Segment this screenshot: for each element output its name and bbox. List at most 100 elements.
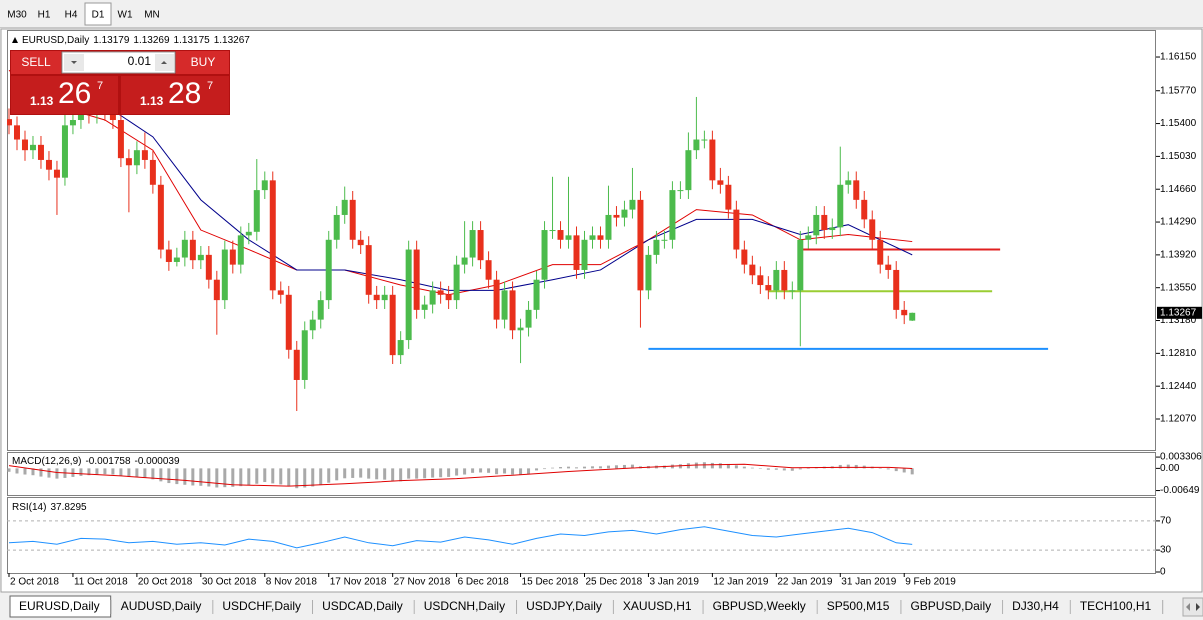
tab-label[interactable]: USDCNH,Daily (424, 599, 505, 613)
ask-point[interactable]: 7 (207, 80, 213, 92)
collapse-icon[interactable] (12, 37, 18, 43)
tab-scroll[interactable] (1182, 597, 1203, 617)
macd-bar (423, 468, 427, 479)
ask-pips[interactable]: 28 (168, 77, 201, 110)
y-tick-label: 1.12810 (1160, 348, 1197, 359)
macd-bar (151, 468, 155, 480)
timeframe-label[interactable]: D1 (92, 10, 105, 21)
scroll-left[interactable] (1186, 603, 1190, 611)
macd-bar (351, 468, 355, 478)
chart-window (0, 28, 1203, 593)
bid-pips[interactable]: 26 (58, 77, 91, 110)
tab-label[interactable]: SP500,M15 (827, 599, 890, 613)
current-price: 1.13267 (1160, 307, 1197, 318)
tab-label[interactable]: TECH100,H1 (1080, 599, 1152, 613)
ask-big[interactable]: 1.13 (140, 94, 164, 108)
symbol-tab[interactable] (213, 598, 313, 616)
macd-bar (519, 468, 523, 475)
symbol-tab[interactable] (414, 598, 517, 616)
macd-bar (806, 468, 810, 469)
timeframe-button[interactable] (58, 3, 84, 25)
bid-box[interactable] (11, 76, 118, 114)
scroll-right[interactable] (1196, 603, 1200, 611)
candle-body (533, 279, 540, 310)
lot-field[interactable] (61, 51, 176, 74)
symbol-tab[interactable] (703, 598, 817, 616)
macd-bar (559, 467, 563, 469)
x-tick-label: 11 Oct 2018 (74, 577, 128, 588)
macd-bar (207, 468, 211, 487)
macd-bar (143, 468, 147, 478)
timeframe-button[interactable] (139, 3, 165, 25)
timeframe-button[interactable] (31, 3, 57, 25)
tab-label[interactable]: EURUSD,Daily (19, 599, 100, 613)
sell-button[interactable] (11, 51, 61, 74)
tab-label[interactable]: GBPUSD,Weekly (713, 599, 806, 613)
symbol-tab[interactable] (111, 598, 213, 616)
macd-bar (535, 468, 539, 471)
indicator-value: 37.8295 (50, 502, 87, 513)
lot-value[interactable]: 0.01 (128, 54, 152, 68)
candle-body (813, 214, 820, 236)
main-panel (7, 30, 1156, 451)
timeframe-button[interactable] (84, 2, 112, 26)
macd-bar (455, 468, 459, 476)
indicator-name: RSI(14) (12, 502, 46, 513)
y-tick-label: 1.14660 (1160, 184, 1197, 195)
buy-button[interactable] (176, 51, 229, 74)
tab-label[interactable]: USDJPY,Daily (526, 599, 602, 613)
macd-bar (311, 468, 315, 487)
tab-label[interactable]: USDCHF,Daily (222, 599, 301, 613)
indicator-value: -0.001758 (85, 456, 130, 467)
candle-body (333, 214, 340, 240)
macd-bar (758, 468, 762, 469)
symbol-tab[interactable] (1003, 598, 1070, 616)
candle-body (565, 235, 572, 240)
candle-body (845, 180, 852, 185)
macd-bar (159, 468, 163, 482)
candle-body (77, 110, 84, 121)
candle-body (757, 275, 764, 286)
tab-label[interactable]: GBPUSD,Daily (910, 599, 991, 613)
macd-bar (127, 468, 131, 477)
macd-bar (23, 468, 27, 475)
y-tick-label: 1.15400 (1160, 118, 1197, 129)
tab-label[interactable]: XAUUSD,H1 (623, 599, 692, 613)
timeframe-button[interactable] (112, 3, 138, 25)
buy-label[interactable]: BUY (191, 55, 216, 69)
timeframe-label[interactable]: W1 (118, 10, 133, 21)
candle-body (53, 169, 60, 178)
timeframe-label[interactable]: MN (144, 10, 160, 21)
x-tick-label: 3 Jan 2019 (649, 577, 699, 588)
symbol-tab[interactable] (817, 598, 901, 616)
sell-label[interactable]: SELL (21, 55, 51, 69)
timeframe-label[interactable]: H4 (65, 10, 78, 21)
timeframe-label[interactable]: H1 (38, 10, 51, 21)
tab-label[interactable]: DJ30,H4 (1012, 599, 1059, 613)
y-tick-label: 1.13920 (1160, 250, 1197, 261)
symbol-tab[interactable] (313, 598, 414, 616)
macd-bar (279, 468, 283, 485)
macd-bar (343, 468, 347, 479)
macd-bar (447, 468, 451, 477)
macd-bar (718, 463, 722, 469)
symbol-tab[interactable] (1070, 598, 1163, 616)
candle-body (245, 231, 252, 236)
candle-body (549, 230, 556, 232)
bid-point[interactable]: 7 (97, 80, 103, 92)
candle-body (717, 180, 724, 185)
timeframe-button[interactable] (4, 3, 30, 25)
symbol-tab[interactable] (613, 598, 703, 616)
tab-label[interactable]: USDCAD,Daily (322, 599, 403, 613)
signal-line (8, 463, 913, 487)
macd-bar (527, 468, 531, 475)
candle-body (341, 199, 348, 215)
symbol-tab[interactable] (901, 598, 1003, 616)
candle-body (861, 199, 868, 220)
symbol-tab[interactable] (517, 598, 613, 616)
tab-label[interactable]: AUDUSD,Daily (121, 599, 202, 613)
ask-box[interactable] (121, 76, 229, 114)
bid-big[interactable]: 1.13 (30, 94, 54, 108)
timeframe-label[interactable]: M30 (7, 10, 27, 21)
y-tick-label: 1.13180 (1160, 315, 1197, 326)
